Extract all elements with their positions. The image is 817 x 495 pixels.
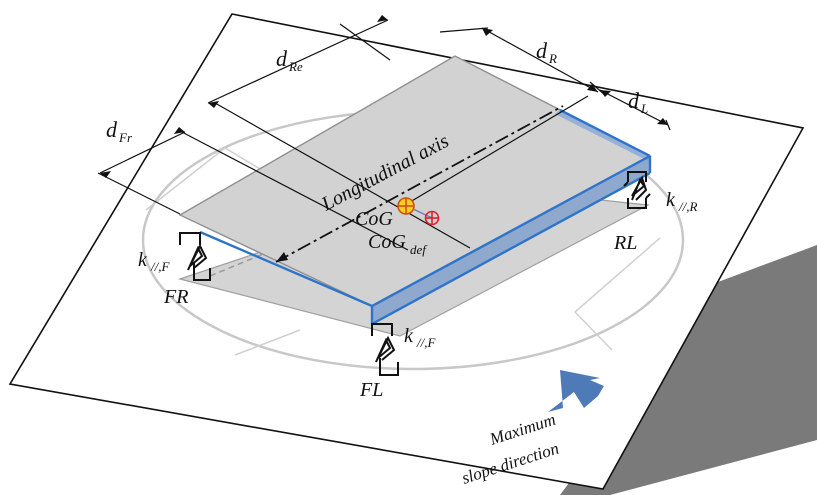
k-front-right-main: k	[138, 249, 148, 271]
label-d-l: d L	[628, 88, 648, 116]
k-front-left-sub: //,F	[416, 335, 436, 350]
cog-def-main: CoG	[368, 231, 406, 253]
d-r-main: d	[536, 38, 548, 63]
d-re-main: d	[276, 46, 288, 71]
spring-front-right	[179, 232, 211, 281]
label-k-front-left: k //,F	[404, 325, 436, 350]
label-k-rear: k //,R	[666, 189, 697, 214]
label-k-front-right: k //,F	[138, 249, 170, 274]
d-fr-main: d	[106, 117, 118, 142]
cog-marker	[397, 197, 415, 215]
d-re-sub: Re	[288, 59, 303, 74]
k-rear-main: k	[666, 189, 676, 211]
d-r-sub: R	[548, 51, 557, 66]
cog-def-marker	[424, 210, 440, 226]
plate-blue-edges	[199, 108, 652, 326]
axis-arrowhead	[276, 252, 288, 262]
dimension-arrows	[100, 15, 668, 178]
d-l-main: d	[628, 88, 640, 113]
k-rear-sub: //,R	[678, 199, 697, 214]
rear-edge-face	[555, 110, 650, 162]
label-d-fr: d Fr	[106, 117, 133, 145]
cog-def-sub: def	[410, 242, 428, 257]
fl-label: FL	[359, 379, 383, 401]
cog-label: CoG	[355, 208, 393, 230]
spring-rear-left	[623, 171, 651, 209]
k-front-left-main: k	[404, 325, 414, 347]
label-cog-def: CoG def	[368, 231, 428, 257]
label-d-r: d R	[536, 38, 557, 66]
reference-grid	[145, 147, 661, 356]
fr-label: FR	[163, 286, 188, 308]
slope-arrow	[548, 370, 604, 412]
d-l-sub: L	[640, 101, 648, 116]
upper-plate-side	[372, 156, 650, 324]
label-d-re: d Re	[276, 46, 303, 74]
rl-label: RL	[613, 232, 637, 254]
spring-front-left	[371, 323, 399, 376]
d-fr-sub: Fr	[118, 130, 133, 145]
k-front-right-sub: //,F	[150, 259, 170, 274]
dimension-lines	[97, 19, 671, 251]
longitudinal-axis-line	[275, 105, 564, 263]
